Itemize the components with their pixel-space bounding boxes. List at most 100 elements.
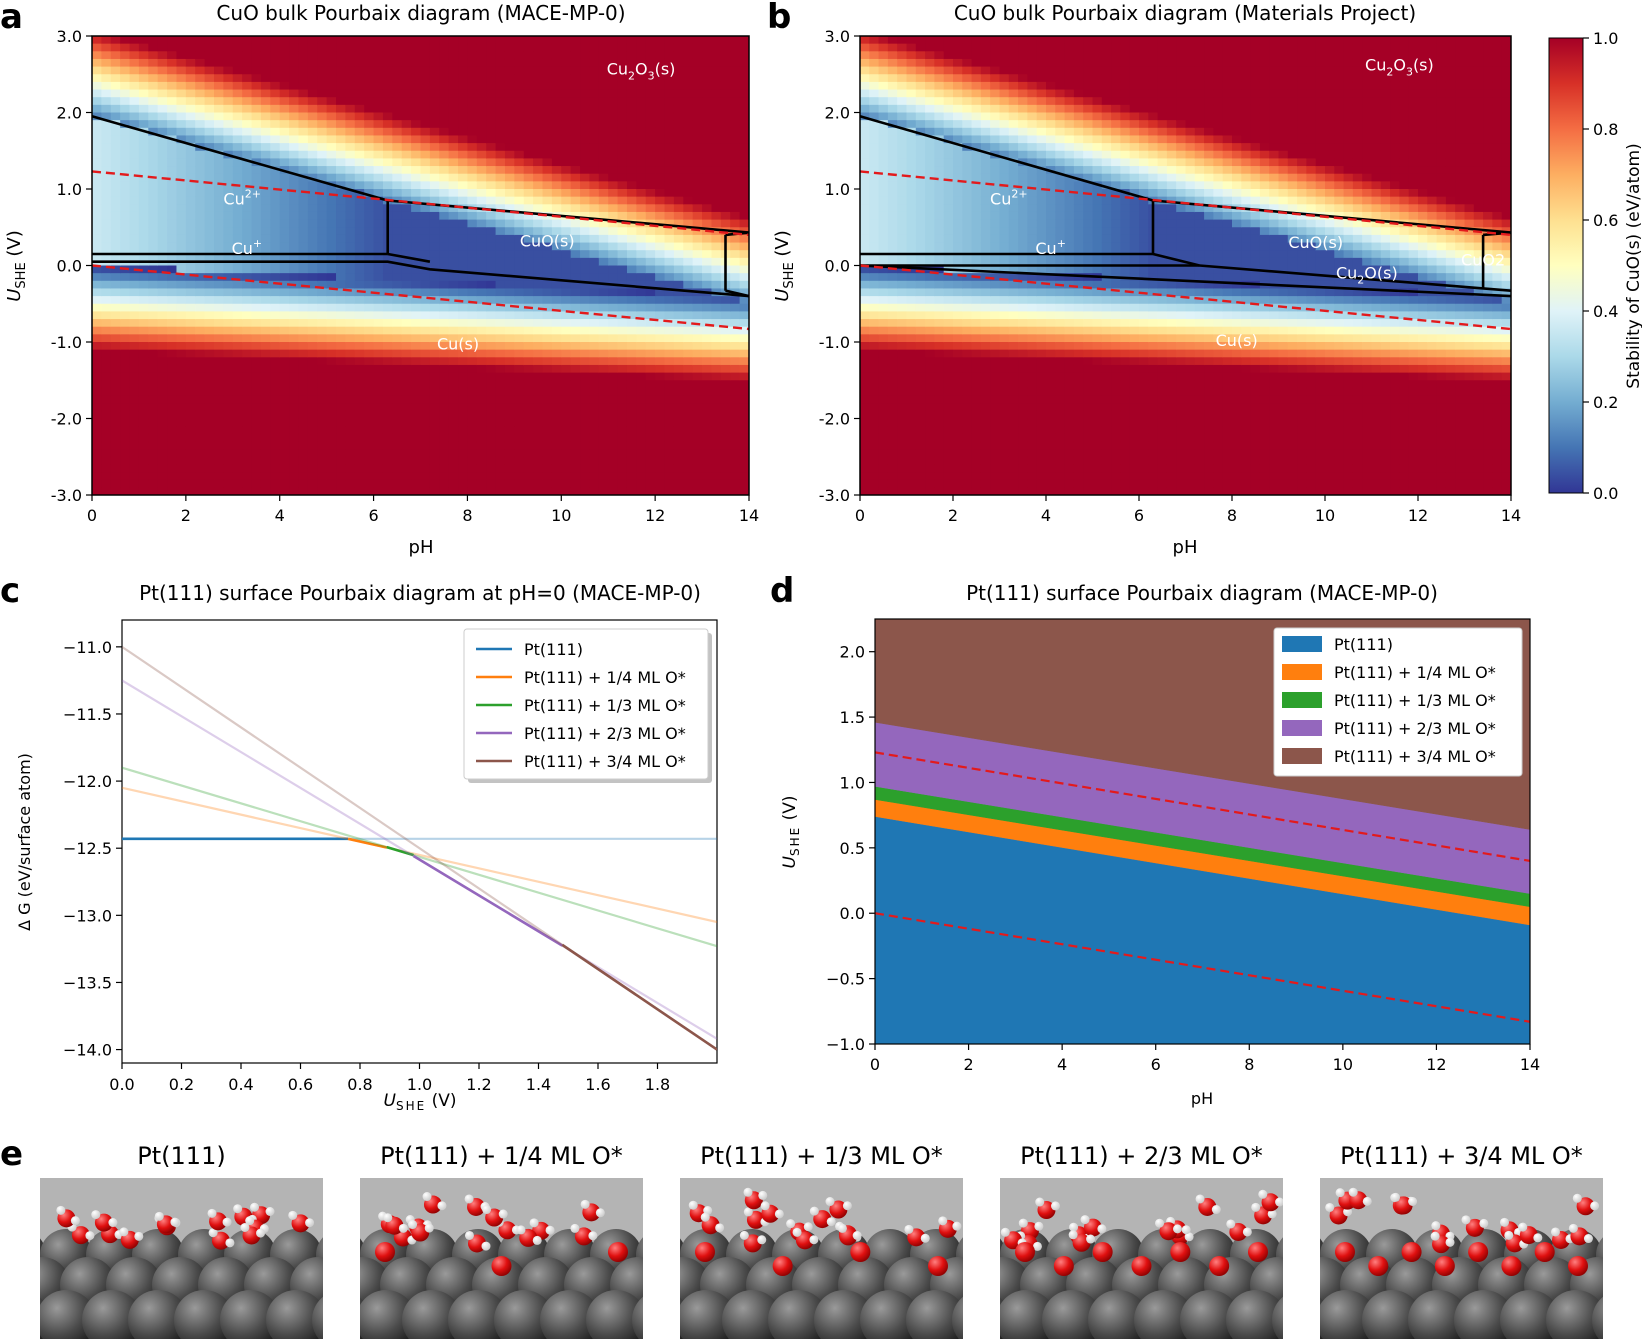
legend-entry: Pt(111): [1334, 635, 1393, 654]
y-tick-label: 1.0: [825, 180, 850, 199]
legend-box: [1273, 627, 1523, 777]
y-tick-label: −14.0: [63, 1041, 112, 1060]
structure-label: Pt(111): [137, 1142, 225, 1170]
y-tick-label: -2.0: [51, 410, 82, 429]
y-tick-label: −0.5: [826, 970, 865, 989]
colorbar-tick-label: 0.2: [1593, 393, 1618, 412]
panel-b-phase-boundaries: [860, 115, 1511, 298]
colorbar-label: Stability of CuO(s) (eV/atom): [1624, 143, 1642, 388]
y-tick-label: -3.0: [51, 486, 82, 505]
region-label: Cu+: [1035, 237, 1066, 258]
stability-band: [875, 816, 1530, 1044]
legend-entry: Pt(111) + 1/3 ML O*: [1334, 691, 1496, 710]
phase-boundary: [92, 115, 389, 202]
region-label: CuO(s): [1288, 233, 1343, 252]
y-tick-label: 1.0: [840, 773, 865, 792]
y-tick-label: −11.0: [63, 638, 112, 657]
series-line-faint: [122, 786, 717, 924]
region-label: Cu2O3(s): [607, 59, 676, 82]
water-stability-line: [875, 751, 1530, 863]
series-line-stable: [561, 943, 717, 1051]
legend-entry: Pt(111) + 1/4 ML O*: [1334, 663, 1496, 682]
panel-c-y-label: Δ G (eV/surface atom): [15, 753, 34, 931]
y-tick-label: −13.5: [63, 973, 112, 992]
x-tick-label: 4: [1041, 506, 1051, 525]
colorbar-tick-label: 0.4: [1593, 302, 1618, 321]
series-line-stable: [412, 854, 563, 947]
y-tick-label: 2.0: [57, 104, 82, 123]
x-tick-label: 0: [87, 506, 97, 525]
x-tick-label: 2: [181, 506, 191, 525]
legend-entry: Pt(111) + 2/3 ML O*: [524, 724, 686, 743]
legend-swatch: [1282, 692, 1322, 708]
colorbar-tick-label: 0.6: [1593, 211, 1618, 230]
x-tick-label: 14: [739, 506, 759, 525]
x-tick-label: 1.6: [585, 1075, 610, 1094]
phase-boundary: [387, 252, 431, 263]
x-tick-label: 2: [963, 1055, 973, 1074]
series-line-stable: [386, 845, 414, 857]
panel-c-legend: Pt(111) Pt(111) + 1/4 ML O* Pt(111) + 1/3 …: [463, 628, 712, 783]
phase-boundary: [1152, 252, 1200, 267]
panel-d-water-lines: [875, 751, 1530, 1023]
x-tick-label: 8: [1227, 506, 1237, 525]
legend-box: [463, 628, 709, 780]
water-stability-line: [92, 170, 749, 237]
legend-entry: Pt(111): [524, 640, 583, 659]
x-tick-label: 0: [855, 506, 865, 525]
panel-c-x-label: USHE (V): [384, 1091, 457, 1113]
y-tick-label: 0.0: [825, 257, 850, 276]
x-tick-label: 6: [368, 506, 378, 525]
y-tick-label: -3.0: [819, 486, 850, 505]
colorbar-tick-label: 0.0: [1593, 484, 1618, 503]
panel-letter-e: e: [0, 1134, 23, 1174]
panel-c-y-ticks: −11.0 −11.5 −12.0 −12.5 −13.0 −13.5 −14.0: [63, 638, 122, 1060]
structure-tile: [680, 1178, 963, 1339]
colorbar-ticks: 0.0 0.2 0.4 0.6 0.8 1.0: [1583, 29, 1618, 503]
x-tick-label: 1.4: [526, 1075, 551, 1094]
x-tick-label: 14: [1501, 506, 1521, 525]
panel-letter-b: b: [767, 0, 791, 37]
legend-swatch: [1282, 748, 1322, 764]
y-tick-label: 0.5: [840, 839, 865, 858]
legend-entry: Pt(111) + 1/4 ML O*: [524, 668, 686, 687]
panel-a-stability-field: [92, 36, 749, 495]
panel-a-y-ticks: -3.0 -2.0 -1.0 0.0 1.0 2.0 3.0: [51, 27, 92, 505]
water-stability-line: [875, 912, 1530, 1023]
region-label: Cu2+: [990, 187, 1028, 208]
panel-letter-a: a: [0, 0, 23, 37]
panel-c-x-ticks: 0.0 0.2 0.4 0.6 0.8 1.0 1.2 1.4 1.6 1.8: [109, 1063, 670, 1094]
series-line-stable: [347, 837, 388, 849]
x-tick-label: 0.8: [347, 1075, 372, 1094]
colorbar-tick-label: 1.0: [1593, 29, 1618, 48]
y-tick-label: -1.0: [819, 333, 850, 352]
phase-boundary: [725, 289, 749, 298]
panel-c-series: [122, 645, 717, 1051]
x-tick-label: 12: [1426, 1055, 1446, 1074]
y-tick-label: 3.0: [57, 27, 82, 46]
series-line-faint: [122, 766, 717, 948]
y-tick-label: −12.5: [63, 839, 112, 858]
x-tick-label: 12: [645, 506, 665, 525]
panel-b-y-label: USHE (V): [772, 230, 797, 302]
legend-swatch: [1282, 720, 1322, 736]
y-tick-label: 2.0: [840, 643, 865, 662]
colorbar-tick-label: 0.8: [1593, 120, 1618, 139]
region-label: CuO2: [1461, 251, 1505, 270]
panel-a-title: CuO bulk Pourbaix diagram (MACE-MP-0): [216, 1, 625, 25]
y-tick-label: −13.0: [63, 906, 112, 925]
x-tick-label: 4: [275, 506, 285, 525]
x-tick-label: 2: [948, 506, 958, 525]
structure-label: Pt(111) + 2/3 ML O*: [1020, 1142, 1263, 1170]
x-tick-label: 0.2: [169, 1075, 194, 1094]
x-tick-label: 0.4: [228, 1075, 253, 1094]
y-tick-label: 2.0: [825, 104, 850, 123]
panel-b-x-label: pH: [1173, 537, 1198, 558]
panel-c-title: Pt(111) surface Pourbaix diagram at pH=0…: [139, 581, 701, 605]
phase-boundary: [92, 260, 749, 298]
x-tick-label: 14: [1520, 1055, 1540, 1074]
stability-band: [875, 722, 1530, 894]
y-tick-label: 1.0: [57, 180, 82, 199]
region-label: Cu(s): [1216, 331, 1258, 350]
